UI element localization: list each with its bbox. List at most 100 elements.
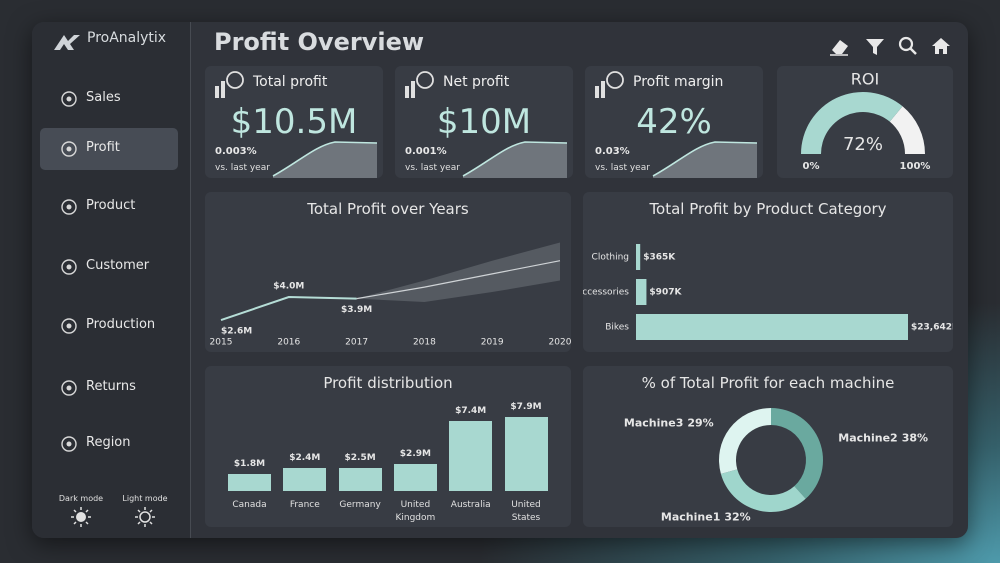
nav-item[interactable]: Region (40, 423, 178, 465)
dashboard-panel: ProAnalytix Sales Profit Product Customer Pr… (32, 22, 968, 538)
icon-shape (61, 380, 77, 396)
nav-item[interactable]: Customer (40, 246, 178, 288)
mode-label: Dark mode (58, 494, 104, 503)
y-tick-label: Accessories (583, 288, 629, 298)
nav-label: Product (86, 198, 136, 213)
sparkline (462, 141, 568, 178)
kpi-compare: vs. last year (405, 163, 460, 173)
sparkline-line (652, 141, 758, 177)
nav-label: Region (86, 435, 131, 450)
mode-label: Light mode (122, 494, 168, 503)
icon-shape (61, 91, 77, 107)
x-tick-label: 2018 (413, 338, 436, 348)
sparkline-line (462, 141, 568, 177)
bar (283, 468, 327, 491)
donut-label: Machine2 38% (838, 432, 928, 445)
home-button[interactable] (932, 38, 950, 54)
icon-shape (215, 86, 219, 98)
data-label: $365K (643, 253, 676, 263)
card: ROI 72% 0% 100% (777, 66, 953, 178)
bar (338, 467, 382, 491)
icon-shape (66, 385, 72, 391)
kpi-value: $10.5M (230, 102, 358, 142)
sparkline (652, 141, 758, 178)
line-series (220, 295, 357, 322)
eraser-button[interactable] (830, 40, 848, 56)
nav-icon (61, 141, 77, 157)
card: % of Total Profit for each machine Machin… (583, 366, 953, 527)
y-tick-label: Bikes (605, 323, 629, 333)
data-label: $3.9M (341, 305, 372, 315)
card: Total Profit by Product Category Clothing… (583, 192, 953, 352)
x-tick-label: 2016 (277, 338, 300, 348)
kpi-compare: vs. last year (215, 163, 270, 173)
filter-button[interactable] (866, 39, 884, 55)
icon-shape (405, 86, 409, 98)
icon-shape (416, 71, 434, 89)
icon-shape (66, 96, 72, 102)
sparkline-area (653, 142, 757, 178)
icon-shape (61, 199, 77, 215)
nav-icon (61, 199, 77, 215)
chart-title: Profit distribution (323, 374, 453, 392)
icon-shape (66, 441, 72, 447)
sparkline-area (463, 142, 567, 178)
donut-segment (720, 469, 806, 512)
nav-icon (61, 318, 77, 334)
kpi-value: 42% (636, 102, 712, 142)
nav-item[interactable]: Sales (40, 78, 178, 120)
icon-shape (66, 323, 72, 329)
nav-item[interactable]: Production (40, 305, 178, 347)
kpi-change: 0.001% (405, 146, 447, 157)
light-mode-toggle[interactable]: Light mode (115, 494, 175, 529)
icon-shape (601, 81, 605, 98)
bar (636, 279, 647, 305)
icon-shape (66, 204, 72, 210)
sun-icon (135, 507, 155, 527)
icon-shape (411, 81, 415, 98)
x-tick-label: 2020 (549, 338, 571, 348)
icon-shape (61, 436, 77, 452)
nav-item[interactable]: Returns (40, 367, 178, 409)
chart-title: ROI (851, 70, 879, 89)
bar (393, 463, 437, 491)
sun-icon (71, 507, 91, 527)
line-series (356, 260, 561, 300)
donut-segment (719, 408, 771, 474)
value-label: 38% (902, 432, 928, 445)
donut-label: Machine3 29% (624, 417, 714, 430)
icon-shape (61, 318, 77, 334)
brand-logo (54, 35, 80, 50)
nav-label: Returns (86, 379, 136, 394)
chart-title: Total Profit over Years (307, 200, 469, 218)
donut-chart: Machine2 38% Machine1 32% Machine3 29% (624, 408, 928, 524)
kpi-value: $10M (436, 102, 532, 142)
kpi-label: Net profit (443, 74, 510, 90)
nav-icon (61, 380, 77, 396)
x-tick-label: 2015 (210, 338, 233, 348)
donut-label: Machine1 32% (661, 511, 751, 524)
nav-label: Production (86, 317, 156, 332)
card: Total Profit over Years 2015 2016 2017 2018 2… (205, 192, 571, 352)
kpi-change: 0.03% (595, 146, 630, 157)
category-label: Machine1 (661, 511, 720, 524)
sparkline-area (273, 142, 377, 178)
data-label: $2.6M (221, 327, 252, 337)
nav-label: Customer (86, 258, 150, 273)
page-title: Profit Overview (214, 28, 425, 56)
data-label: $907K (649, 288, 682, 298)
data-label: $7.9M (510, 401, 542, 412)
nav-item[interactable]: Profit (40, 128, 178, 170)
bar (636, 314, 908, 340)
search-button[interactable] (898, 36, 917, 55)
chart-title: % of Total Profit for each machine (641, 374, 895, 392)
icon-shape (61, 259, 77, 275)
x-tick-label: France (289, 500, 320, 510)
gauge-max: 100% (900, 161, 931, 172)
nav-item[interactable]: Product (40, 186, 178, 228)
gauge-rest (889, 106, 925, 154)
kpi-compare: vs. last year (595, 163, 650, 173)
dark-mode-toggle[interactable]: Dark mode (51, 494, 111, 529)
icon-shape (66, 264, 72, 270)
